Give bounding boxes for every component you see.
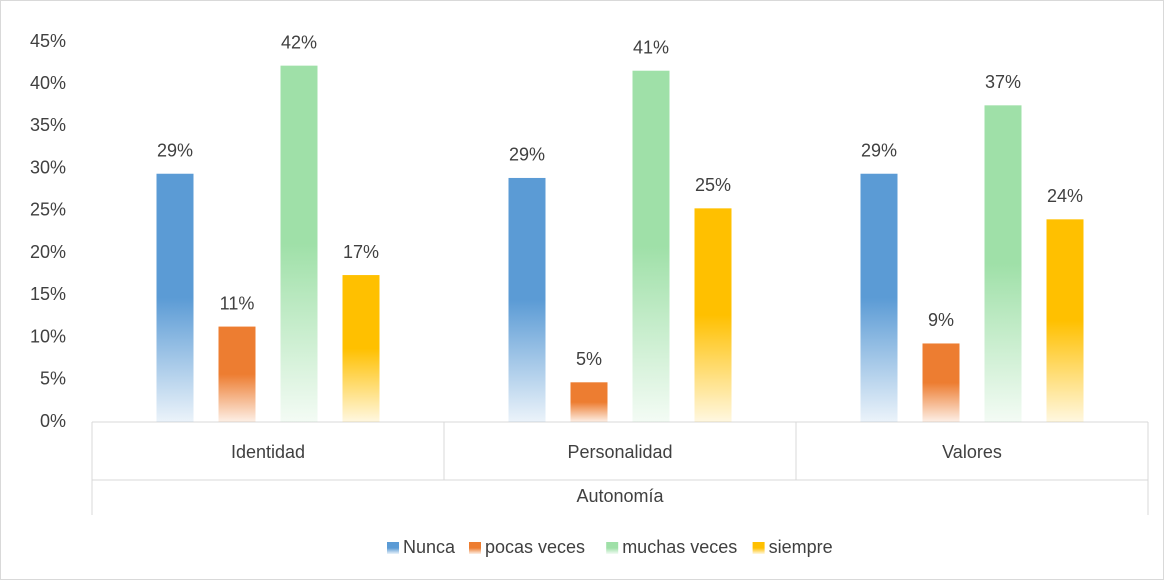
y-tick-label: 0% [40, 411, 66, 431]
bar [508, 177, 546, 422]
bar [1046, 219, 1084, 422]
legend-label: muchas veces [622, 537, 737, 557]
legend-label: Nunca [403, 537, 456, 557]
y-tick-label: 10% [30, 326, 66, 346]
legend-label: pocas veces [485, 537, 585, 557]
value-label: 29% [157, 140, 193, 160]
bar [280, 65, 318, 423]
y-tick-label: 35% [30, 115, 66, 135]
legend-swatch [387, 542, 399, 554]
y-tick-label: 30% [30, 157, 66, 177]
value-label: 41% [633, 37, 669, 57]
legend-label: siempre [769, 537, 833, 557]
value-label: 42% [281, 32, 317, 52]
bar [632, 70, 670, 422]
value-label: 11% [220, 293, 255, 313]
y-tick-label: 45% [30, 31, 66, 51]
bar [156, 173, 194, 422]
bar [342, 275, 380, 422]
x-tick-label: Valores [942, 442, 1002, 462]
value-label: 5% [576, 349, 602, 369]
bar [218, 326, 256, 422]
value-label: 29% [861, 140, 897, 160]
legend-swatch [752, 542, 765, 554]
legend-swatch [606, 542, 619, 554]
bar [860, 173, 898, 422]
value-label: 24% [1047, 186, 1083, 206]
y-tick-label: 20% [30, 242, 66, 262]
x-tick-label: Identidad [231, 442, 305, 462]
legend-swatch [469, 542, 481, 554]
value-label: 9% [928, 310, 954, 330]
value-label: 29% [509, 145, 545, 165]
bar [694, 208, 732, 422]
x-tick-label: Personalidad [567, 442, 672, 462]
value-label: 37% [985, 72, 1021, 92]
bar [984, 105, 1022, 422]
bar [922, 343, 960, 422]
x-axis-title: Autonomía [576, 486, 664, 506]
y-tick-label: 25% [30, 200, 66, 220]
bar [570, 382, 608, 422]
y-tick-label: 5% [40, 369, 66, 389]
y-tick-label: 15% [30, 284, 66, 304]
value-label: 25% [695, 175, 731, 195]
y-tick-label: 40% [30, 73, 66, 93]
value-label: 17% [343, 242, 379, 262]
